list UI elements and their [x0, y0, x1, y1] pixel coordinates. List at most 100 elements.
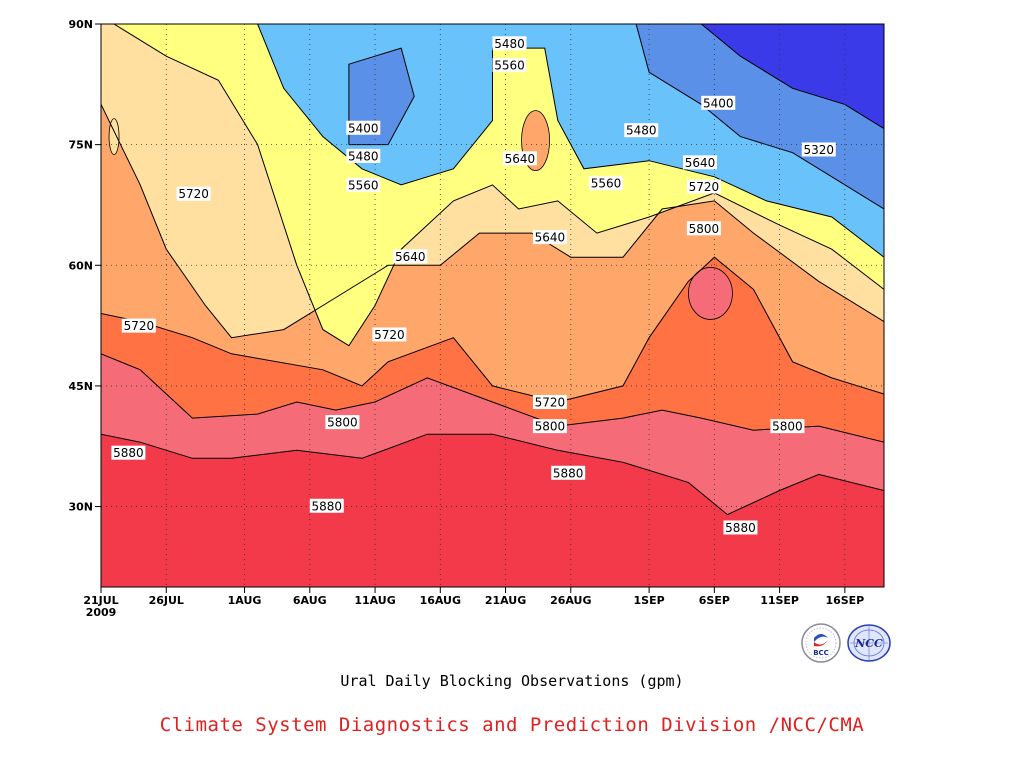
contour-line-5880	[101, 433, 884, 516]
contour-label-text: 5640	[395, 250, 426, 264]
contour-label-text: 5640	[685, 156, 716, 170]
contour-label-text: 5800	[535, 420, 566, 434]
island-5800	[688, 267, 733, 320]
contour-label-bg	[121, 318, 156, 333]
contour-label: 5560	[346, 177, 381, 192]
contour-label-text: 5800	[772, 420, 803, 434]
contour-label-bg	[492, 58, 527, 73]
contour-label-text: 5720	[124, 319, 155, 333]
bcc-logo-icon: BCC	[801, 623, 841, 663]
contour-label-text: 5720	[374, 328, 405, 342]
contour-label-bg	[346, 148, 381, 163]
contour-label-text: 5720	[535, 396, 566, 410]
plot-frame	[100, 23, 885, 588]
x-tick-label: 1SEP	[634, 594, 665, 607]
contour-label: 5560	[589, 176, 624, 191]
contour-label-text: 5880	[725, 521, 756, 535]
credit-line: Climate System Diagnostics and Predictio…	[159, 714, 865, 736]
contour-label-text: 5560	[348, 178, 379, 192]
x-tick-label: 11SEP	[760, 594, 799, 607]
contour-lines	[101, 24, 884, 516]
contour-label: 5640	[532, 230, 567, 245]
contour-label-bg	[346, 120, 381, 135]
x-tick-label: 26JUL	[149, 594, 184, 607]
contour-label-bg	[624, 123, 659, 138]
x-axis: 21JUL 26JUL 1AUG 6AUG 11AUG 16AUG 21AUG 26AUG 1S…	[83, 587, 864, 619]
y-tick-label: 30N	[68, 501, 93, 514]
contour-label-text: 5880	[553, 466, 584, 480]
band-below-5320	[701, 24, 884, 129]
y-tick-label: 75N	[68, 139, 93, 152]
contour-label: 5720	[532, 395, 567, 410]
y-tick-label: 90N	[68, 18, 93, 31]
x-tick-label: 1AUG	[228, 594, 262, 607]
x-tick-label: 11AUG	[354, 594, 395, 607]
contour-label: 5640	[393, 249, 428, 264]
contour-label-text: 5880	[113, 446, 144, 460]
contour-label: 5800	[686, 221, 721, 236]
contour-label-text: 5640	[505, 152, 536, 166]
contour-label-bg	[551, 465, 586, 480]
contour-label-bg	[682, 155, 717, 170]
contour-label-text: 5400	[703, 96, 734, 110]
ncc-logo-text: NCC	[854, 637, 883, 650]
contour-label-bg	[492, 36, 527, 51]
contour-label-bg	[686, 179, 721, 194]
contour-label-bg	[309, 498, 344, 513]
contour-label: 5720	[176, 186, 211, 201]
contour-label-bg	[801, 142, 836, 157]
contour-label-text: 5560	[494, 59, 525, 73]
contour-label: 5560	[492, 58, 527, 73]
contour-label-text: 5480	[494, 37, 525, 51]
ncc-logo-icon: NCC	[847, 624, 891, 662]
contour-label-text: 5560	[591, 177, 622, 191]
contour-label: 5880	[723, 520, 758, 535]
contour-label: 5320	[801, 142, 836, 157]
contour-label: 5800	[770, 419, 805, 434]
contour-label-text: 5720	[689, 180, 720, 194]
contour-label-bg	[589, 176, 624, 191]
contour-label-text: 5480	[348, 149, 379, 163]
contour-labels: 5880 5880 5880 5880 5800 5800 5800 5720 5720 5720…	[111, 36, 836, 535]
contour-label-bg	[723, 520, 758, 535]
x-tick-label: 16SEP	[825, 594, 864, 607]
x-year-label: 2009	[86, 606, 117, 619]
contour-line-5640	[101, 104, 884, 339]
y-axis: 90N 75N 60N 45N 30N	[68, 18, 101, 514]
y-tick-label: 45N	[68, 380, 93, 393]
contour-line-5720	[101, 256, 884, 403]
x-tick-label: 21JUL	[83, 594, 118, 607]
contour-label: 5880	[111, 445, 146, 460]
contour-label: 5640	[682, 155, 717, 170]
contour-label-bg	[532, 395, 567, 410]
contour-label-bg	[111, 445, 146, 460]
contour-line-5320	[700, 24, 884, 130]
contour-label-text: 5480	[626, 124, 657, 138]
contour-label-text: 5800	[327, 416, 358, 430]
x-tick-label: 6SEP	[699, 594, 730, 607]
contour-label: 5400	[346, 120, 381, 135]
contour-label: 5720	[121, 318, 156, 333]
contour-label-bg	[770, 419, 805, 434]
band-below-5400	[348, 48, 415, 145]
contour-label-bg	[393, 249, 428, 264]
bcc-logo-text: BCC	[813, 649, 829, 657]
x-tick-label: 26AUG	[550, 594, 591, 607]
contour-label: 5720	[686, 179, 721, 194]
contour-line-5400	[635, 24, 884, 210]
contour-label-bg	[372, 327, 407, 342]
x-tick-label: 16AUG	[420, 594, 461, 607]
contour-label-bg	[502, 151, 537, 166]
contour-label-text: 5800	[689, 222, 720, 236]
x-tick-label: 6AUG	[293, 594, 327, 607]
contour-line-5800	[101, 353, 884, 443]
contour-label: 5400	[701, 95, 736, 110]
contour-label-bg	[346, 177, 381, 192]
contour-label-bg	[176, 186, 211, 201]
contour-label-text: 5320	[803, 143, 834, 157]
contour-label-text: 5880	[311, 499, 342, 513]
contour-label: 5640	[502, 151, 537, 166]
contour-label-bg	[701, 95, 736, 110]
x-tick-label: 21AUG	[485, 594, 526, 607]
